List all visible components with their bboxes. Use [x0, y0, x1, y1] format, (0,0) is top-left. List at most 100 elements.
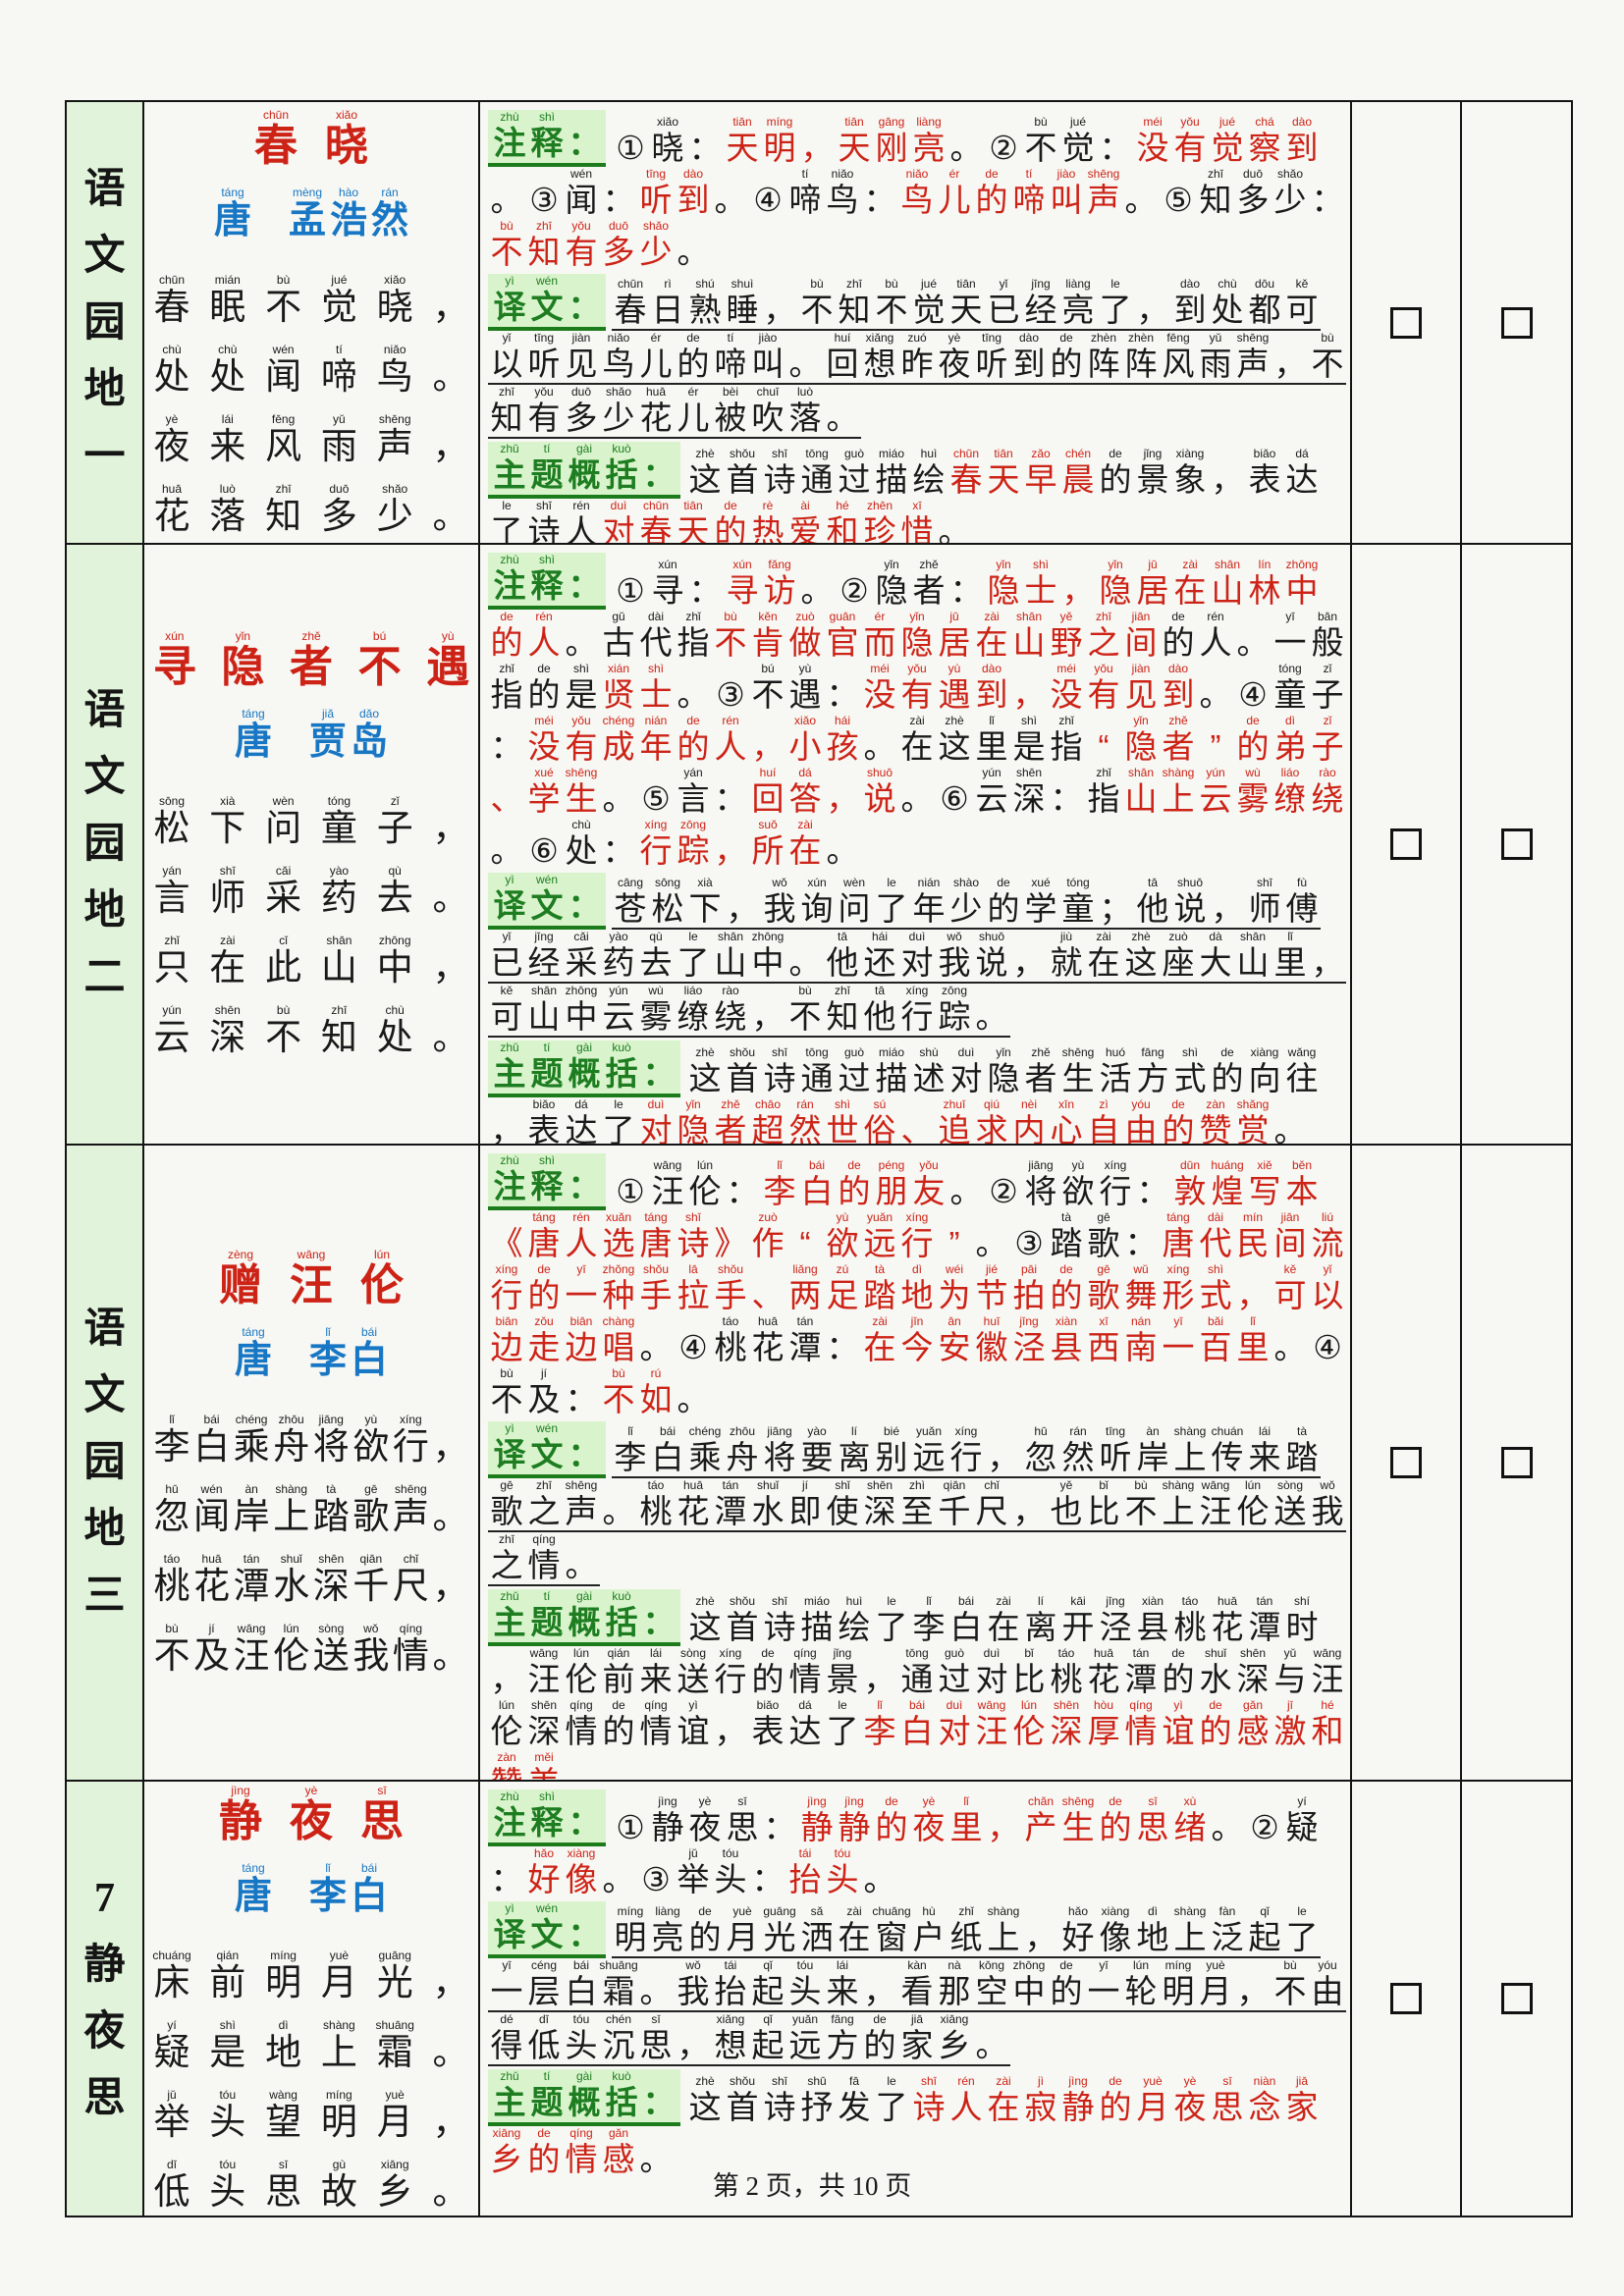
character-text: 潭 — [1248, 1609, 1281, 1645]
annotation-char: shàng 上 — [1160, 1478, 1197, 1532]
annotation-char: shī 诗 — [910, 2074, 947, 2126]
annotation-char: céng 层 — [525, 1958, 563, 2012]
character-text: 疑 — [153, 2033, 190, 2073]
poem-line-char: sī 思 — [264, 2158, 303, 2214]
character-text: 声 — [376, 426, 413, 467]
pinyin-annotation — [654, 1314, 657, 1329]
annotation-char: jiàn 见 — [563, 331, 600, 385]
character-text: 霜 — [602, 1973, 635, 2009]
character-text: 和 — [826, 513, 859, 545]
annotation-char: tán 潭 — [1246, 1594, 1283, 1646]
pinyin-annotation: tōng — [805, 447, 829, 460]
pinyin-annotation: zhè — [695, 447, 715, 460]
pinyin-annotation: de — [1220, 1045, 1234, 1059]
pinyin-annotation: gǎn — [608, 2126, 629, 2140]
character-text: ， — [432, 2103, 469, 2143]
character-text: ， — [726, 890, 759, 927]
character-text: 要 — [800, 1439, 834, 1475]
character-text: 声 — [1236, 346, 1270, 382]
completion-checkbox[interactable] — [1500, 306, 1533, 339]
annotation-char: xiě 写 — [1246, 1158, 1283, 1210]
poem-line-char: yào 药 — [319, 864, 358, 920]
character-text: 赏 — [1236, 1112, 1270, 1146]
annotation-char: dī 低 — [525, 2012, 563, 2066]
section-label-char: zhǔ 主 — [491, 442, 528, 494]
pinyin-annotation: huā — [201, 1552, 222, 1566]
pinyin-annotation: tóu — [572, 2012, 590, 2026]
annotation-char: 。 — [637, 1958, 675, 2012]
pinyin-annotation: bù — [1034, 115, 1048, 129]
poem-line-char: jǔ 举 — [152, 2088, 191, 2144]
annotation-char: jiāng 将 — [761, 1424, 798, 1478]
character-text: 月 — [1199, 1973, 1232, 2009]
pinyin-annotation: zuò — [758, 1210, 778, 1224]
annotation-char: 。 — [563, 610, 600, 662]
character-text: 之 — [490, 1547, 523, 1583]
annotation-char: tóu 头 — [824, 1846, 861, 1898]
annotation-char: chūn 春 — [612, 277, 649, 331]
pinyin-annotation: tóu — [219, 2088, 237, 2102]
pinyin-annotation — [449, 2018, 452, 2033]
annotation-char: tán 潭 — [1122, 1646, 1160, 1698]
pinyin-annotation: dá — [574, 1097, 588, 1111]
poem-dynasty-char: táng 唐 — [233, 1325, 274, 1381]
character-text: 上 — [987, 1919, 1020, 1955]
character-text: 缭 — [677, 998, 710, 1035]
character-text: ② — [1250, 1809, 1279, 1845]
pinyin-annotation: fāng — [1141, 1045, 1164, 1059]
pinyin-annotation: zhǐ — [1058, 714, 1074, 727]
pinyin-annotation: zài — [996, 1594, 1011, 1608]
annotation-char: tiān 天 — [947, 277, 985, 331]
pinyin-annotation: yǐn — [884, 558, 899, 571]
pinyin-annotation — [628, 1794, 631, 1809]
pinyin-annotation: hé — [1321, 1698, 1334, 1712]
pinyin-annotation: gē — [1097, 1210, 1110, 1224]
pinyin-annotation: yù — [836, 1210, 849, 1224]
pinyin-annotation: shàng — [323, 2018, 355, 2032]
annotation-char: lí 离 — [836, 1424, 873, 1478]
pinyin-annotation: lǐ — [325, 1325, 331, 1339]
character-text: 天 — [949, 292, 983, 328]
annotation-char: 。 — [563, 1750, 600, 1780]
pinyin-annotation: yuè — [1206, 1958, 1225, 1972]
annotation-char: ③ — [637, 1846, 675, 1898]
annotation-char: shī 诗 — [525, 499, 563, 543]
poem-line-char: wǒ 我 — [352, 1622, 391, 1678]
character-text: ⑤ — [1164, 182, 1193, 218]
character-text: 我 — [938, 944, 971, 981]
pinyin-annotation — [703, 115, 706, 130]
completion-checkbox[interactable] — [1500, 828, 1533, 860]
character-text: 安 — [938, 1329, 971, 1365]
completion-checkbox[interactable] — [1500, 1983, 1533, 2014]
pinyin-annotation: táo — [1057, 1646, 1075, 1660]
pinyin-annotation: yún — [609, 984, 628, 997]
character-text: 苍 — [614, 890, 647, 927]
completion-checkbox[interactable] — [1390, 306, 1422, 339]
character-text: 情 — [788, 1661, 822, 1697]
character-text: 一 — [1162, 1329, 1195, 1365]
annotation-char: liáo 缭 — [1272, 766, 1309, 818]
completion-checkbox[interactable] — [1390, 1447, 1422, 1478]
poem-line-char: tóu 头 — [208, 2088, 247, 2144]
character-text: 使 — [826, 1493, 859, 1529]
annotation-char: ， — [675, 2012, 712, 2066]
pinyin-annotation: wén — [200, 1482, 223, 1496]
pinyin-annotation: zài — [872, 1314, 888, 1328]
character-text: ， — [1012, 944, 1046, 981]
section-label-char: ： — [640, 442, 677, 494]
annotation-char: shān 山 — [525, 984, 563, 1038]
pinyin-annotation: chén — [605, 2012, 632, 2026]
character-text: ， — [1012, 1493, 1046, 1529]
pinyin-annotation: dì — [1284, 714, 1295, 727]
poem-line-char: huā 花 — [152, 482, 191, 538]
completion-checkbox[interactable] — [1390, 828, 1422, 860]
pinyin-annotation: xī — [1099, 1314, 1109, 1328]
pinyin-annotation: jū — [1148, 558, 1158, 571]
annotation-char: shuō 说 — [861, 766, 898, 818]
pinyin-annotation: le — [887, 876, 896, 889]
character-text: 注 — [493, 125, 526, 161]
character-text: ： — [568, 289, 601, 325]
completion-checkbox[interactable] — [1500, 1447, 1533, 1478]
completion-checkbox[interactable] — [1390, 1983, 1422, 2014]
annotation-char: ” — [1197, 714, 1234, 766]
